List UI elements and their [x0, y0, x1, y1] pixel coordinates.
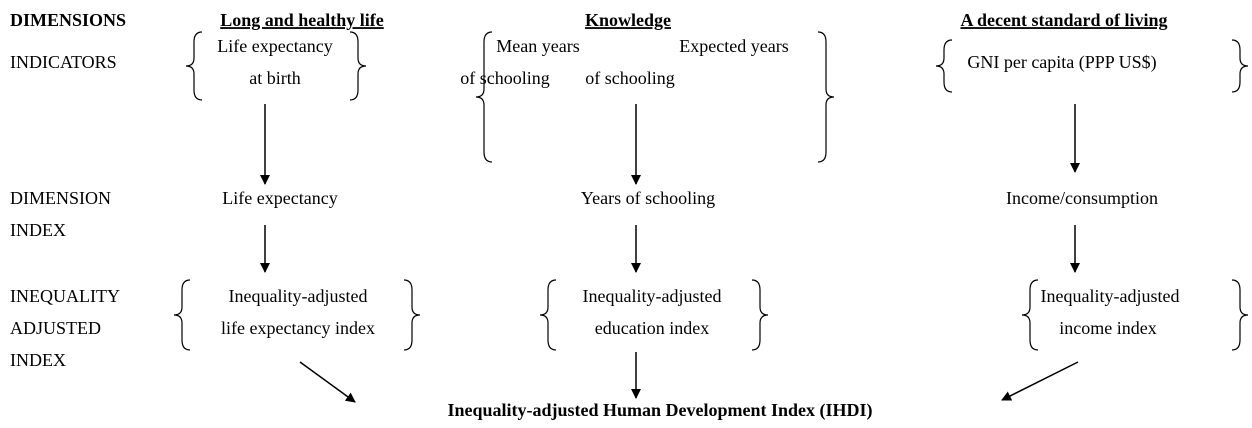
row-label: INEQUALITY [10, 286, 120, 306]
brace [403, 279, 421, 351]
arrow [299, 361, 356, 403]
row-label: ADJUSTED [10, 318, 101, 338]
row-label: INDEX [10, 350, 66, 370]
dimension: Knowledge [585, 10, 671, 30]
brace [1231, 279, 1249, 351]
adjusted-index: Inequality-adjusted [1041, 286, 1180, 306]
dimension: A decent standard of living [960, 10, 1167, 30]
dimension-index: Years of schooling [581, 188, 715, 208]
row-label: DIMENSIONS [10, 10, 126, 30]
brace [475, 31, 493, 163]
adjusted-index: education index [595, 318, 709, 338]
dimension-index: Life expectancy [222, 188, 337, 208]
adjusted-index: Inequality-adjusted [583, 286, 722, 306]
indicator: GNI per capita (PPP US$) [967, 52, 1156, 73]
brace [817, 31, 835, 163]
row-label: INDEX [10, 220, 66, 240]
brace [173, 279, 191, 351]
indicator: Mean years [496, 36, 579, 56]
brace [185, 31, 203, 101]
dimension: Long and healthy life [220, 10, 384, 30]
arrow [1001, 361, 1079, 401]
adjusted-index: life expectancy index [221, 318, 375, 338]
brace [1021, 279, 1039, 351]
brace [539, 279, 557, 351]
result: Inequality-adjusted Human Development In… [447, 400, 872, 421]
indicator: Life expectancy [217, 36, 332, 56]
brace [1231, 39, 1249, 93]
dimension-index: Income/consumption [1006, 188, 1158, 208]
row-label: DIMENSION [10, 188, 111, 208]
adjusted-index: Inequality-adjusted [229, 286, 368, 306]
indicator: Expected years [679, 36, 788, 56]
adjusted-index: income index [1059, 318, 1156, 338]
indicator: of schooling [585, 68, 675, 88]
row-label: INDICATORS [10, 52, 117, 72]
brace [935, 39, 953, 93]
indicator: at birth [249, 68, 301, 88]
brace [751, 279, 769, 351]
indicator: of schooling [460, 68, 550, 88]
brace [349, 31, 367, 101]
